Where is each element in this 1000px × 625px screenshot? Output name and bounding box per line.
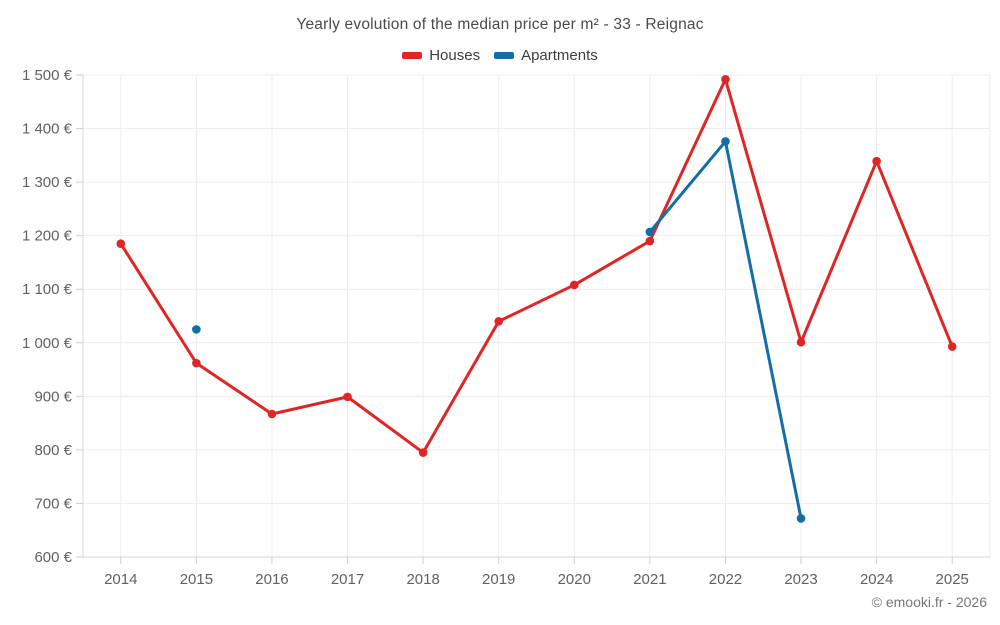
x-tick-label: 2025	[936, 571, 969, 588]
y-tick-label: 600 €	[34, 549, 72, 566]
houses-data-point[interactable]	[116, 239, 126, 248]
x-tick-label: 2014	[104, 571, 137, 588]
x-tick-label: 2019	[482, 571, 515, 588]
houses-line	[119, 77, 954, 455]
legend-item-apartments[interactable]: Apartments	[494, 47, 598, 64]
houses-data-point[interactable]	[569, 280, 579, 290]
houses-data-point[interactable]	[721, 74, 730, 84]
x-tick-label: 2021	[633, 571, 666, 588]
legend-label-houses: Houses	[429, 47, 481, 64]
x-tick-label: 2022	[709, 571, 742, 588]
x-tick-label: 2018	[406, 571, 439, 588]
chart-title: Yearly evolution of the median price per…	[296, 16, 704, 33]
houses-data-point[interactable]	[796, 337, 806, 347]
y-tick-label: 1 400 €	[22, 121, 73, 138]
houses-data-point[interactable]	[645, 236, 655, 246]
apartments-data-point[interactable]	[192, 325, 201, 334]
houses-data-point[interactable]	[192, 358, 201, 368]
y-tick-label: 1 300 €	[22, 174, 73, 191]
houses-data-point[interactable]	[343, 392, 352, 402]
y-tick-label: 1 200 €	[22, 228, 73, 245]
houses-data-point[interactable]	[418, 448, 428, 457]
houses-data-point[interactable]	[947, 342, 957, 351]
apartments-data-point[interactable]	[645, 227, 655, 237]
houses-data-point[interactable]	[267, 409, 277, 419]
y-tick-label: 1 500 €	[22, 67, 73, 84]
y-tick-label: 1 000 €	[22, 335, 73, 352]
y-tick-label: 800 €	[34, 442, 72, 459]
x-tick-label: 2016	[255, 571, 288, 588]
y-tick-label: 900 €	[34, 388, 72, 405]
copyright-text: © emooki.fr - 2026	[871, 594, 987, 610]
x-tick-label: 2017	[331, 571, 364, 588]
chart-legend: Houses Apartments	[0, 47, 1000, 64]
x-tick-label: 2015	[180, 571, 213, 588]
x-tick-label: 2020	[558, 571, 591, 588]
houses-data-point[interactable]	[872, 156, 881, 166]
apartments-legend-swatch-icon	[494, 52, 515, 59]
legend-label-apartments: Apartments	[521, 47, 598, 64]
y-tick-label: 700 €	[34, 495, 72, 512]
legend-item-houses[interactable]: Houses	[402, 47, 480, 64]
apartments-data-point[interactable]	[721, 137, 730, 146]
houses-legend-swatch-icon	[402, 52, 423, 59]
y-tick-label: 1 100 €	[22, 281, 73, 298]
houses-data-point[interactable]	[494, 317, 504, 326]
x-tick-label: 2023	[784, 571, 817, 588]
apartments-data-point[interactable]	[796, 514, 806, 523]
x-tick-label: 2024	[860, 571, 893, 588]
